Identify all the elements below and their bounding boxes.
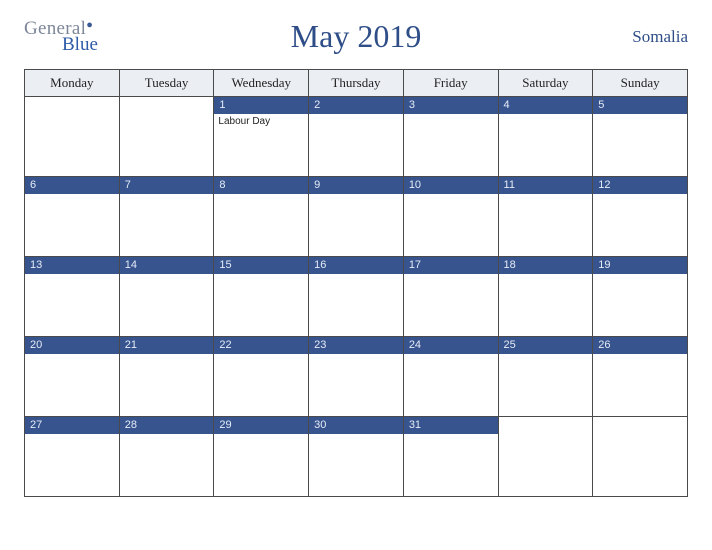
day-number: 3 — [404, 97, 498, 114]
calendar-row: 1Labour Day2345 — [25, 97, 688, 177]
header: General● Blue May 2019 Somalia — [24, 18, 688, 55]
day-number: 12 — [593, 177, 687, 194]
day-number: 27 — [25, 417, 119, 434]
day-number: 29 — [214, 417, 308, 434]
calendar-cell: 3 — [403, 97, 498, 177]
day-number: 2 — [309, 97, 403, 114]
calendar-cell: 25 — [498, 337, 593, 417]
calendar-table: Monday Tuesday Wednesday Thursday Friday… — [24, 69, 688, 497]
day-number: 18 — [499, 257, 593, 274]
day-number: 7 — [120, 177, 214, 194]
event-label: Labour Day — [214, 114, 308, 129]
calendar-cell: 27 — [25, 417, 120, 497]
calendar-row: 2728293031 — [25, 417, 688, 497]
day-number: 23 — [309, 337, 403, 354]
calendar-cell: 16 — [309, 257, 404, 337]
day-number: 22 — [214, 337, 308, 354]
calendar-cell: 19 — [593, 257, 688, 337]
calendar-row: 13141516171819 — [25, 257, 688, 337]
calendar-cell: 17 — [403, 257, 498, 337]
calendar-row: 6789101112 — [25, 177, 688, 257]
calendar-cell: 1Labour Day — [214, 97, 309, 177]
logo-text-blue: Blue — [62, 35, 98, 54]
day-number: 21 — [120, 337, 214, 354]
calendar-cell: 4 — [498, 97, 593, 177]
calendar-cell: 12 — [593, 177, 688, 257]
calendar-cell: 8 — [214, 177, 309, 257]
calendar-cell: 31 — [403, 417, 498, 497]
col-sat: Saturday — [498, 70, 593, 97]
calendar-body: 1Labour Day23456789101112131415161718192… — [25, 97, 688, 497]
calendar-cell: 7 — [119, 177, 214, 257]
logo-dot: ● — [86, 20, 93, 31]
calendar-cell: 21 — [119, 337, 214, 417]
calendar-cell: 10 — [403, 177, 498, 257]
calendar-cell: 11 — [498, 177, 593, 257]
day-number: 14 — [120, 257, 214, 274]
day-number: 9 — [309, 177, 403, 194]
day-number: 26 — [593, 337, 687, 354]
calendar-cell: 23 — [309, 337, 404, 417]
calendar-cell: 13 — [25, 257, 120, 337]
day-number: 28 — [120, 417, 214, 434]
day-number: 30 — [309, 417, 403, 434]
col-wed: Wednesday — [214, 70, 309, 97]
calendar-cell: 9 — [309, 177, 404, 257]
col-thu: Thursday — [309, 70, 404, 97]
calendar-cell — [593, 417, 688, 497]
calendar-cell — [498, 417, 593, 497]
column-header-row: Monday Tuesday Wednesday Thursday Friday… — [25, 70, 688, 97]
calendar-cell: 26 — [593, 337, 688, 417]
calendar-cell: 6 — [25, 177, 120, 257]
calendar-cell: 5 — [593, 97, 688, 177]
calendar-cell — [25, 97, 120, 177]
day-number: 11 — [499, 177, 593, 194]
day-number: 1 — [214, 97, 308, 114]
col-sun: Sunday — [593, 70, 688, 97]
calendar-cell: 18 — [498, 257, 593, 337]
col-fri: Friday — [403, 70, 498, 97]
day-number: 31 — [404, 417, 498, 434]
calendar-cell: 24 — [403, 337, 498, 417]
calendar-cell: 20 — [25, 337, 120, 417]
day-number: 15 — [214, 257, 308, 274]
day-number: 5 — [593, 97, 687, 114]
day-number: 24 — [404, 337, 498, 354]
calendar-cell: 30 — [309, 417, 404, 497]
calendar-row: 20212223242526 — [25, 337, 688, 417]
calendar-cell: 14 — [119, 257, 214, 337]
calendar-cell: 29 — [214, 417, 309, 497]
logo: General● Blue — [24, 19, 134, 54]
page-title: May 2019 — [134, 18, 578, 55]
calendar-cell: 22 — [214, 337, 309, 417]
day-number: 16 — [309, 257, 403, 274]
region-label: Somalia — [578, 27, 688, 47]
day-number: 6 — [25, 177, 119, 194]
day-number: 13 — [25, 257, 119, 274]
calendar-cell: 15 — [214, 257, 309, 337]
calendar-cell: 28 — [119, 417, 214, 497]
calendar-cell — [119, 97, 214, 177]
col-mon: Monday — [25, 70, 120, 97]
day-number: 19 — [593, 257, 687, 274]
day-number: 17 — [404, 257, 498, 274]
col-tue: Tuesday — [119, 70, 214, 97]
calendar-cell: 2 — [309, 97, 404, 177]
day-number: 8 — [214, 177, 308, 194]
day-number: 20 — [25, 337, 119, 354]
day-number: 4 — [499, 97, 593, 114]
day-number: 10 — [404, 177, 498, 194]
day-number: 25 — [499, 337, 593, 354]
